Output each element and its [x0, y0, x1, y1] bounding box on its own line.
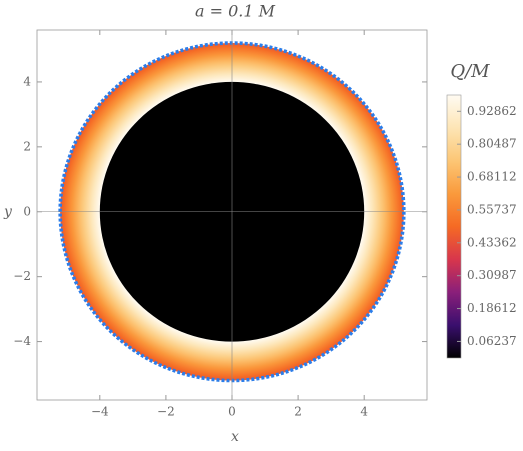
x-tick-label: 4: [360, 405, 368, 419]
y-axis-label: y: [3, 204, 13, 220]
y-tick-label: 2: [23, 139, 31, 153]
colorbar: [446, 94, 462, 359]
colorbar-tick-label: 0.18612: [467, 301, 517, 315]
x-tick-label: 0: [228, 405, 236, 419]
chart-title: a = 0.1 M: [195, 2, 276, 21]
colorbar-tick-label: 0.06237: [467, 334, 517, 348]
colorbar-tick-label: 0.68112: [467, 170, 517, 184]
x-tick-label: −4: [91, 405, 109, 419]
x-axis-label: x: [231, 429, 239, 445]
colorbar-tick-label: 0.43362: [467, 235, 517, 249]
y-tick-label: 0: [23, 204, 31, 218]
colorbar-tick-label: 0.55737: [467, 202, 517, 216]
colorbar-tick-label: 0.92862: [467, 104, 517, 118]
colorbar-title: Q/M: [450, 61, 490, 82]
x-tick-label: 2: [294, 405, 302, 419]
colorbar-tick-label: 0.80487: [467, 137, 517, 151]
y-tick-label: 4: [23, 74, 31, 88]
x-tick-label: −2: [157, 405, 175, 419]
y-tick-label: −4: [13, 334, 31, 348]
y-tick-label: −2: [13, 269, 31, 283]
colorbar-tick-label: 0.30987: [467, 268, 517, 282]
